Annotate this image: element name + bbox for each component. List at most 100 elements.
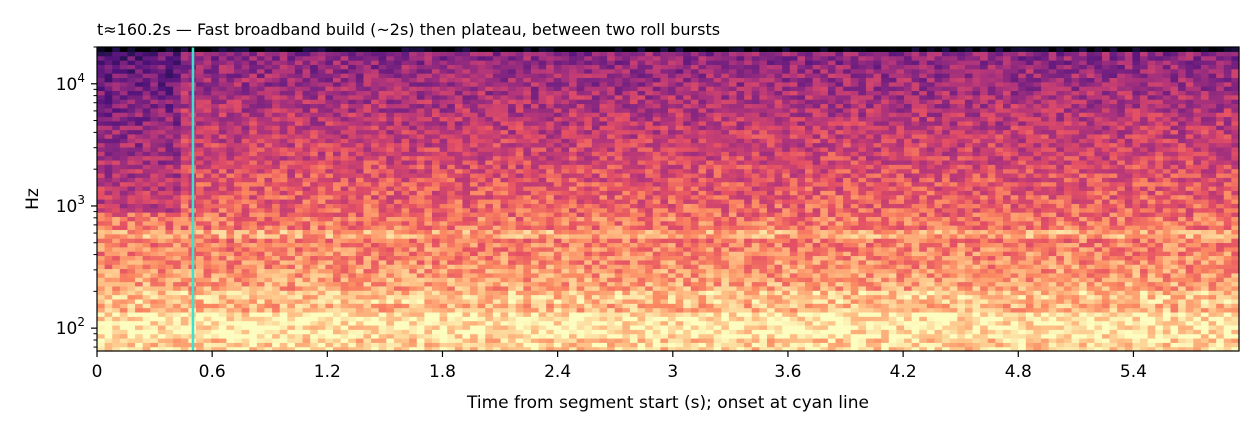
- heatmap-cell: [218, 238, 228, 244]
- heatmap-cell: [607, 285, 616, 291]
- heatmap-cell: [706, 268, 715, 274]
- heatmap-cell: [843, 233, 852, 239]
- heatmap-cell: [713, 216, 722, 222]
- heatmap-cell: [591, 272, 601, 278]
- heatmap-cell: [477, 246, 486, 252]
- heatmap-cell: [1033, 285, 1042, 291]
- heatmap-cell: [279, 225, 288, 230]
- heatmap-cell: [1140, 346, 1149, 352]
- heatmap-cell: [1048, 298, 1057, 304]
- heatmap-cell: [1223, 303, 1232, 309]
- heatmap-cell: [690, 207, 700, 213]
- heatmap-cell: [150, 225, 159, 230]
- heatmap-cell: [614, 229, 623, 235]
- heatmap-cell: [104, 329, 113, 335]
- heatmap-cell: [706, 290, 715, 296]
- heatmap-cell: [835, 264, 844, 270]
- heatmap-cell: [500, 251, 509, 257]
- heatmap-cell: [462, 281, 471, 287]
- heatmap-cell: [226, 255, 235, 261]
- heatmap-cell: [447, 329, 456, 335]
- heatmap-cell: [637, 290, 646, 296]
- heatmap-cell: [1048, 255, 1057, 261]
- heatmap-cell: [157, 207, 167, 213]
- heatmap-cell: [926, 285, 936, 291]
- heatmap-cell: [492, 238, 502, 244]
- heatmap-cell: [294, 277, 304, 283]
- heatmap-cell: [1048, 294, 1057, 300]
- heatmap-cell: [317, 342, 326, 348]
- heatmap-cell: [569, 311, 578, 317]
- heatmap-cell: [142, 337, 151, 343]
- heatmap-cell: [865, 268, 875, 274]
- heatmap-cell: [805, 264, 814, 270]
- heatmap-cell: [1200, 298, 1210, 304]
- heatmap-cell: [1048, 281, 1057, 287]
- heatmap-cell: [934, 294, 943, 300]
- heatmap-cell: [256, 242, 266, 248]
- heatmap-cell: [850, 251, 859, 257]
- heatmap-cell: [348, 281, 357, 287]
- heatmap-cell: [340, 264, 349, 270]
- heatmap-cell: [165, 342, 174, 348]
- heatmap-cell: [348, 246, 357, 252]
- heatmap-cell: [439, 307, 448, 313]
- heatmap-cell: [569, 294, 578, 300]
- heatmap-cell: [1018, 307, 1027, 313]
- heatmap-cell: [569, 298, 578, 304]
- heatmap-cell: [1200, 268, 1210, 274]
- heatmap-cell: [629, 246, 639, 252]
- heatmap-cell: [279, 329, 288, 335]
- heatmap-cell: [508, 307, 517, 313]
- heatmap-cell: [622, 337, 631, 343]
- heatmap-cell: [211, 220, 220, 226]
- heatmap-cell: [1063, 316, 1073, 322]
- heatmap-cell: [1147, 259, 1156, 265]
- heatmap-cell: [637, 324, 646, 330]
- heatmap-cell: [1071, 251, 1080, 257]
- heatmap-cell: [530, 303, 540, 309]
- heatmap-cell: [363, 225, 372, 230]
- heatmap-cell: [789, 290, 799, 296]
- heatmap-cell: [431, 298, 441, 304]
- heatmap-cell: [1025, 324, 1035, 330]
- heatmap-cell: [1079, 333, 1088, 339]
- heatmap-cell: [508, 233, 517, 239]
- heatmap-cell: [1079, 255, 1088, 261]
- heatmap-cell: [690, 246, 700, 252]
- heatmap-cell: [629, 346, 639, 352]
- heatmap-cell: [180, 329, 189, 335]
- heatmap-cell: [1140, 251, 1149, 257]
- heatmap-cell: [942, 320, 951, 326]
- heatmap-cell: [333, 290, 342, 296]
- heatmap-cell: [355, 290, 365, 296]
- heatmap-cell: [858, 246, 867, 252]
- heatmap-cell: [820, 264, 829, 270]
- heatmap-cell: [584, 229, 593, 235]
- heatmap-cell: [340, 251, 349, 257]
- heatmap-cell: [157, 290, 167, 296]
- heatmap-cell: [1018, 225, 1027, 230]
- heatmap-cell: [812, 290, 821, 296]
- heatmap-cell: [515, 281, 524, 287]
- heatmap-cell: [287, 212, 296, 217]
- heatmap-cell: [424, 238, 433, 244]
- heatmap-cell: [523, 233, 532, 239]
- heatmap-cell: [858, 277, 867, 283]
- heatmap-cell: [424, 320, 433, 326]
- heatmap-cell: [995, 268, 1004, 274]
- heatmap-cell: [759, 216, 768, 222]
- heatmap-cell: [218, 316, 228, 322]
- heatmap-cell: [766, 281, 776, 287]
- heatmap-cell: [759, 298, 768, 304]
- heatmap-cell: [835, 329, 844, 335]
- heatmap-cell: [911, 298, 920, 304]
- heatmap-cell: [850, 346, 859, 352]
- heatmap-cell: [1041, 316, 1050, 322]
- heatmap-cell: [896, 259, 905, 265]
- heatmap-cell: [515, 285, 524, 291]
- heatmap-cell: [97, 285, 106, 291]
- heatmap-cell: [546, 225, 555, 230]
- heatmap-cell: [127, 281, 136, 287]
- heatmap-cell: [287, 298, 296, 304]
